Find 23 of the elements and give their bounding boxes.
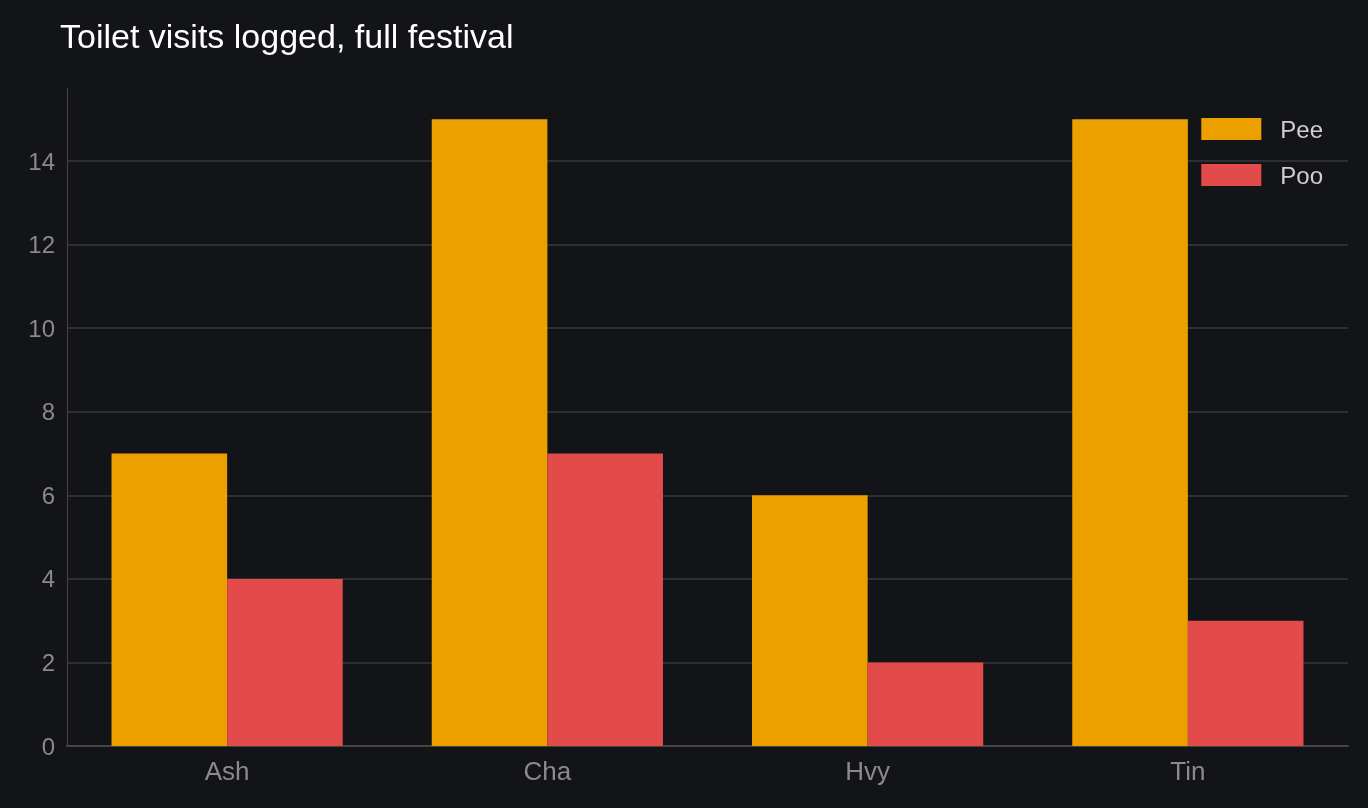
x-tick-label: Tin <box>1170 756 1206 786</box>
x-tick-label: Cha <box>523 756 572 786</box>
bar <box>1072 119 1188 746</box>
y-tick-label: 6 <box>41 481 55 509</box>
bar <box>867 662 984 746</box>
chart-title: Toilet visits logged, full festival <box>60 17 514 55</box>
bar <box>227 578 343 746</box>
y-tick-label: 10 <box>28 314 55 342</box>
legend-label: Poo <box>1280 161 1323 189</box>
legend-label: Pee <box>1280 115 1323 143</box>
x-tick-label: Ash <box>204 756 250 786</box>
bar <box>547 453 663 746</box>
y-tick-label: 2 <box>41 648 55 676</box>
y-tick-label: 14 <box>28 147 55 175</box>
y-tick-label: 0 <box>41 732 55 760</box>
bar <box>111 453 228 746</box>
y-tick-label: 8 <box>41 398 55 426</box>
bar <box>752 495 868 746</box>
y-tick-label: 12 <box>28 231 55 259</box>
bar <box>431 119 548 746</box>
bar <box>1187 620 1304 746</box>
y-tick-label: 4 <box>41 565 55 593</box>
x-tick-label: Hvy <box>845 756 891 786</box>
